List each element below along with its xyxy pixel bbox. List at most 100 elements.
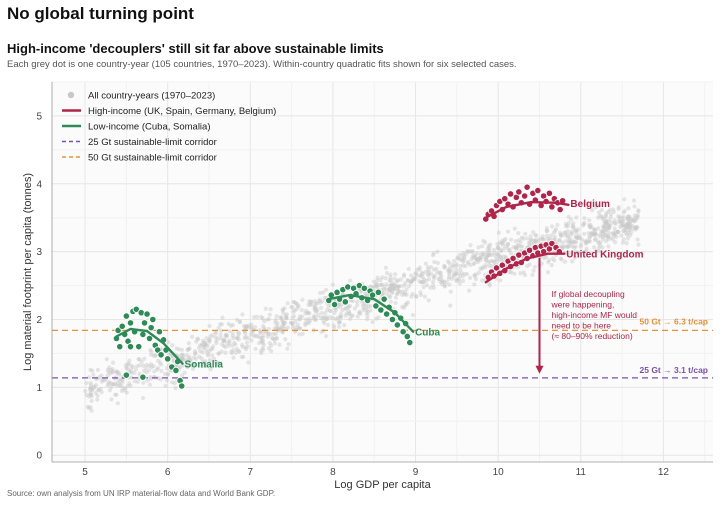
background-dot	[88, 392, 93, 397]
background-dot	[626, 206, 631, 211]
background-dot	[618, 219, 623, 224]
background-dot	[191, 361, 196, 366]
background-dot	[236, 348, 241, 353]
background-dot	[213, 360, 218, 365]
background-dot	[589, 225, 594, 230]
background-dot	[128, 383, 133, 388]
background-dot	[388, 275, 393, 280]
background-dot	[357, 311, 362, 316]
background-dot	[473, 277, 479, 282]
background-dot	[560, 245, 565, 250]
series-united-kingdom: United Kingdom	[484, 239, 644, 284]
background-dot	[259, 340, 264, 345]
background-dot	[426, 277, 432, 282]
background-dot	[582, 231, 587, 236]
background-dot	[458, 263, 463, 269]
background-dot	[109, 381, 114, 386]
background-dot	[279, 327, 284, 333]
background-dot	[216, 351, 221, 356]
background-dot	[625, 222, 630, 227]
background-dot	[223, 350, 228, 355]
background-dot	[256, 340, 262, 346]
background-dot	[438, 272, 443, 278]
background-dot	[442, 263, 447, 268]
background-dot	[435, 270, 440, 275]
background-dot	[104, 357, 109, 362]
background-dot	[120, 380, 125, 385]
background-dot	[245, 344, 250, 349]
background-dot	[593, 228, 598, 233]
background-dot	[460, 253, 465, 258]
background-dot	[314, 306, 319, 311]
background-dot	[253, 333, 258, 338]
background-dot	[208, 367, 213, 372]
background-dot	[573, 240, 579, 245]
background-dot	[468, 243, 473, 248]
background-dot	[88, 381, 93, 386]
background-dot	[110, 360, 116, 365]
background-dot	[188, 358, 193, 363]
background-dot	[552, 228, 558, 233]
background-dot	[600, 234, 606, 240]
x-tick-label: 10	[493, 467, 505, 478]
background-dot	[207, 337, 212, 342]
background-dot	[431, 285, 436, 291]
background-dot	[244, 325, 249, 331]
background-dot	[513, 244, 518, 250]
background-dot	[423, 261, 428, 266]
background-dot	[579, 242, 584, 247]
background-dot	[395, 278, 401, 283]
background-dot	[283, 313, 288, 319]
background-dot	[567, 238, 572, 243]
background-dot	[134, 364, 140, 369]
background-dot	[409, 278, 414, 284]
background-dot	[425, 265, 430, 270]
data-point	[403, 332, 411, 341]
background-dot	[625, 224, 630, 229]
background-dot	[289, 320, 294, 325]
background-dot	[380, 275, 385, 280]
data-point	[143, 310, 151, 318]
background-dot	[428, 285, 433, 290]
data-point	[139, 330, 147, 339]
background-dot	[544, 228, 550, 233]
background-dot	[409, 294, 414, 299]
background-dot	[600, 216, 605, 221]
background-dot	[298, 326, 303, 331]
background-dot	[616, 204, 621, 210]
background-dot	[500, 238, 505, 243]
background-dot	[319, 310, 324, 316]
background-dot	[314, 310, 319, 315]
background-dot	[601, 216, 606, 222]
background-dot	[140, 395, 146, 401]
background-dot	[346, 304, 351, 309]
background-dot	[587, 201, 592, 207]
background-dot	[625, 217, 630, 222]
background-dot	[467, 288, 472, 293]
background-dot	[307, 311, 312, 316]
background-dot	[309, 299, 314, 305]
background-dot	[632, 218, 637, 223]
background-dot	[447, 261, 452, 266]
background-dot	[105, 383, 110, 388]
background-dot	[435, 260, 440, 266]
background-dot	[451, 258, 457, 264]
background-dot	[327, 315, 333, 320]
background-dot	[294, 307, 299, 312]
data-point	[341, 298, 349, 306]
background-dot	[596, 203, 601, 208]
background-dot	[508, 237, 514, 242]
background-dot	[88, 387, 93, 393]
background-dot	[445, 259, 451, 264]
legend-label: All country-years (1970–2023)	[88, 91, 215, 102]
background-dot	[387, 287, 393, 292]
background-dot	[114, 392, 119, 397]
background-dot	[189, 363, 194, 368]
background-dot	[460, 258, 466, 263]
background-dot	[205, 343, 210, 349]
background-dot	[570, 259, 575, 264]
background-dot	[136, 357, 141, 362]
background-dot	[604, 227, 609, 232]
background-dot	[439, 279, 445, 284]
background-dot	[202, 361, 208, 366]
